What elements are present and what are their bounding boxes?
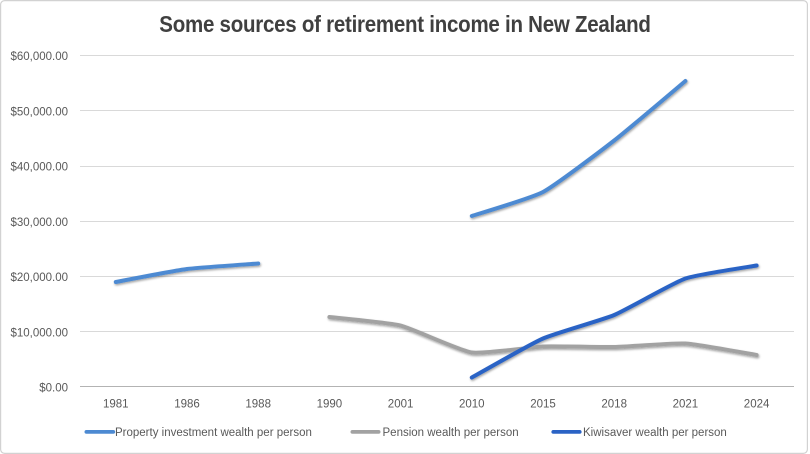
svg-text:Kiwisaver wealth per person: Kiwisaver wealth per person xyxy=(583,427,727,439)
svg-text:$40,000.00: $40,000.00 xyxy=(10,162,68,174)
svg-text:Some sources of retirement inc: Some sources of retirement income in New… xyxy=(159,11,650,38)
svg-text:1981: 1981 xyxy=(103,398,129,410)
svg-text:$20,000.00: $20,000.00 xyxy=(10,272,68,284)
svg-text:2010: 2010 xyxy=(459,398,485,410)
svg-text:2018: 2018 xyxy=(601,398,627,410)
svg-text:1990: 1990 xyxy=(317,398,343,410)
svg-text:Pension wealth per person: Pension wealth per person xyxy=(383,427,519,439)
svg-text:1986: 1986 xyxy=(174,398,200,410)
svg-text:1988: 1988 xyxy=(245,398,271,410)
svg-text:$50,000.00: $50,000.00 xyxy=(10,106,68,118)
svg-text:$60,000.00: $60,000.00 xyxy=(10,51,68,63)
svg-text:2024: 2024 xyxy=(744,398,770,410)
svg-text:2021: 2021 xyxy=(673,398,699,410)
svg-text:Property investment wealth per: Property investment wealth per person xyxy=(115,427,312,439)
svg-text:2015: 2015 xyxy=(530,398,556,410)
svg-text:2001: 2001 xyxy=(388,398,414,410)
svg-text:$30,000.00: $30,000.00 xyxy=(10,217,68,229)
svg-text:$10,000.00: $10,000.00 xyxy=(10,327,68,339)
svg-text:$0.00: $0.00 xyxy=(39,383,68,395)
